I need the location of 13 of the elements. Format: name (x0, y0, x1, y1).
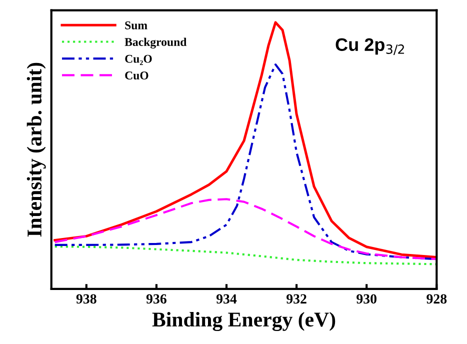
x-tick-label: 936 (146, 294, 166, 304)
annotation: Cu 2p$_{3/2}$ (336, 38, 404, 55)
x-tick-label: 930 (356, 294, 376, 304)
x-tick-label: 938 (76, 294, 96, 304)
legend-label: CuO (125, 72, 148, 80)
y-axis-title: Intensity (arb. unit) (26, 62, 46, 237)
x-tick-label: 928 (426, 294, 447, 304)
legend-label: Background (124, 38, 187, 48)
x-axis-title: Binding Energy (eV) (152, 312, 336, 332)
x-tick-label: 934 (216, 294, 237, 304)
legend-label: Cu₂O (125, 54, 152, 66)
x-tick-label: 932 (286, 294, 306, 304)
legend-label: Sum (125, 21, 148, 30)
